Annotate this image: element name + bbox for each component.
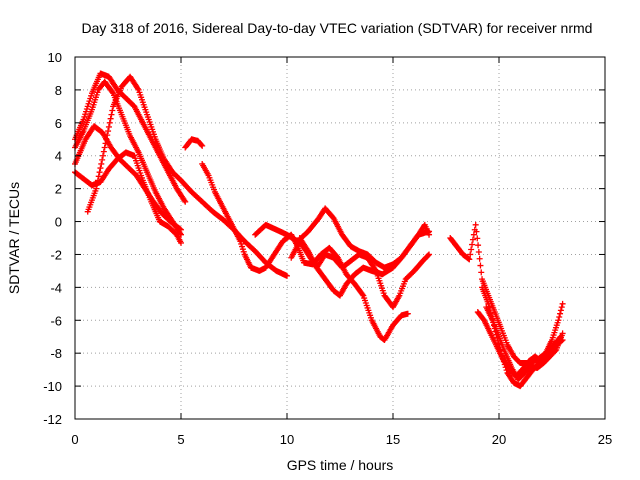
y-tick-label: 4 [55,149,62,164]
data-point [477,262,484,269]
data-point [99,152,106,159]
data-point [134,85,141,92]
data-point [109,107,116,114]
y-tick-label: 10 [48,50,62,65]
data-point [94,177,101,184]
data-point [105,123,112,130]
data-point [558,304,565,311]
data-point [105,128,112,135]
x-tick-label: 10 [280,432,294,447]
x-tick-label: 5 [177,432,184,447]
data-point [469,241,476,248]
data-point [99,156,106,163]
data-point [467,251,474,258]
y-tick-label: 8 [55,83,62,98]
data-point [95,173,102,180]
data-point [96,169,103,176]
data-point [109,89,116,96]
data-point [475,242,482,249]
data-point [466,256,473,263]
series-track-6 [182,136,206,151]
data-point [102,140,109,147]
data-point [104,132,111,139]
data-point [468,246,475,253]
series-track-10 [296,221,433,299]
data-point [555,317,562,324]
data-point [426,231,433,238]
data-point [470,231,477,238]
chart-title: Day 318 of 2016, Sidereal Day-to-day VTE… [82,20,593,36]
series-track-14 [474,309,564,380]
y-tick-label: -8 [50,346,62,361]
y-tick-label: -6 [50,313,62,328]
series-track-3 [72,78,184,238]
x-tick-label: 0 [71,432,78,447]
data-point [177,230,184,237]
data-point [556,334,563,341]
data-point [284,272,290,279]
series-track-5 [84,73,290,279]
y-tick-labels: -12 -10 -8 -6 -4 -2 0 2 4 6 8 10 [43,50,62,427]
data-point [198,141,205,148]
data-point [426,251,433,258]
y-tick-label: -2 [50,247,62,262]
data-point [178,231,184,238]
y-tick-label: -12 [43,412,62,427]
data-point [404,310,411,317]
y-tick-label: 0 [55,215,62,230]
data-point [94,181,101,188]
series-track-8 [252,205,433,271]
data-point [199,142,206,149]
plot-frame [74,56,606,420]
data-point [425,252,432,259]
data-point [98,160,105,167]
y-tick-label: -4 [50,280,62,295]
x-axis-label: GPS time / hours [287,457,394,473]
x-tick-label: 15 [386,432,400,447]
data-point [106,119,113,126]
y-tick-label: 6 [55,116,62,131]
data-point [101,144,108,151]
data-point [557,310,564,317]
data-point [107,115,114,122]
data-point [97,165,104,172]
data-marks [72,70,566,390]
data-point [475,248,482,255]
data-point [485,300,492,307]
x-tick-label: 25 [598,432,612,447]
data-point [559,300,566,307]
data-point [100,148,107,155]
data-point [557,307,564,314]
data-point [108,111,115,118]
data-point [182,198,189,205]
data-point [478,269,485,276]
y-tick-label: 2 [55,182,62,197]
y-tick-label: -10 [43,379,62,394]
data-point [556,313,563,320]
data-point [469,236,476,243]
data-point [359,291,366,298]
data-point [559,330,566,337]
axis-ticks [74,56,606,420]
data-point [93,185,100,192]
data-point [557,333,564,340]
series-track-9 [288,238,433,311]
data-point [181,197,188,204]
y-axis-label: SDTVAR / TECUs [6,182,22,294]
data-point [476,255,483,262]
data-point [472,221,479,228]
x-tick-labels: 0 5 10 15 20 25 [71,432,612,447]
data-point [473,228,480,235]
data-point [474,235,481,242]
x-tick-label: 20 [492,432,506,447]
data-point [178,239,184,246]
data-point [103,136,110,143]
